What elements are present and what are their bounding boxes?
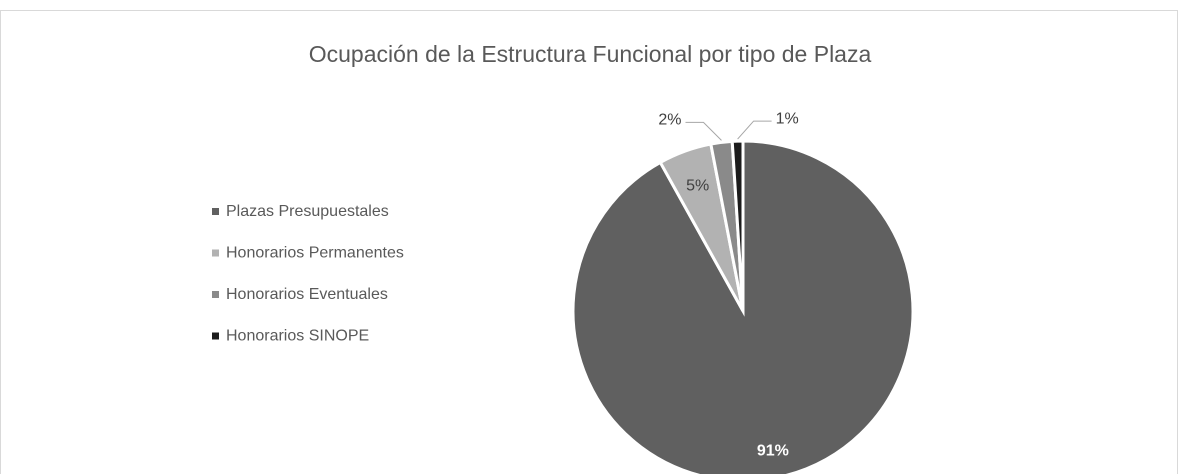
- leader-line: [685, 121, 722, 141]
- legend-label: Honorarios Permanentes: [226, 245, 404, 262]
- data-label: 2%: [658, 112, 681, 129]
- legend-swatch: [212, 332, 219, 340]
- pie-slice: [730, 139, 745, 312]
- legend-swatch: [212, 249, 219, 257]
- legend-label: Honorarios Eventuales: [226, 286, 388, 303]
- leader-line: [737, 120, 772, 140]
- legend-swatch: [212, 291, 219, 298]
- data-label: 5%: [686, 178, 709, 195]
- data-label: 1%: [776, 110, 799, 127]
- legend-label: Plazas Presupuestales: [226, 203, 389, 220]
- data-label: 91%: [757, 442, 789, 459]
- chart-title: Ocupación de la Estructura Funcional por…: [309, 41, 872, 67]
- legend-swatch: [212, 208, 219, 215]
- legend-label: Honorarios SINOPE: [226, 328, 369, 345]
